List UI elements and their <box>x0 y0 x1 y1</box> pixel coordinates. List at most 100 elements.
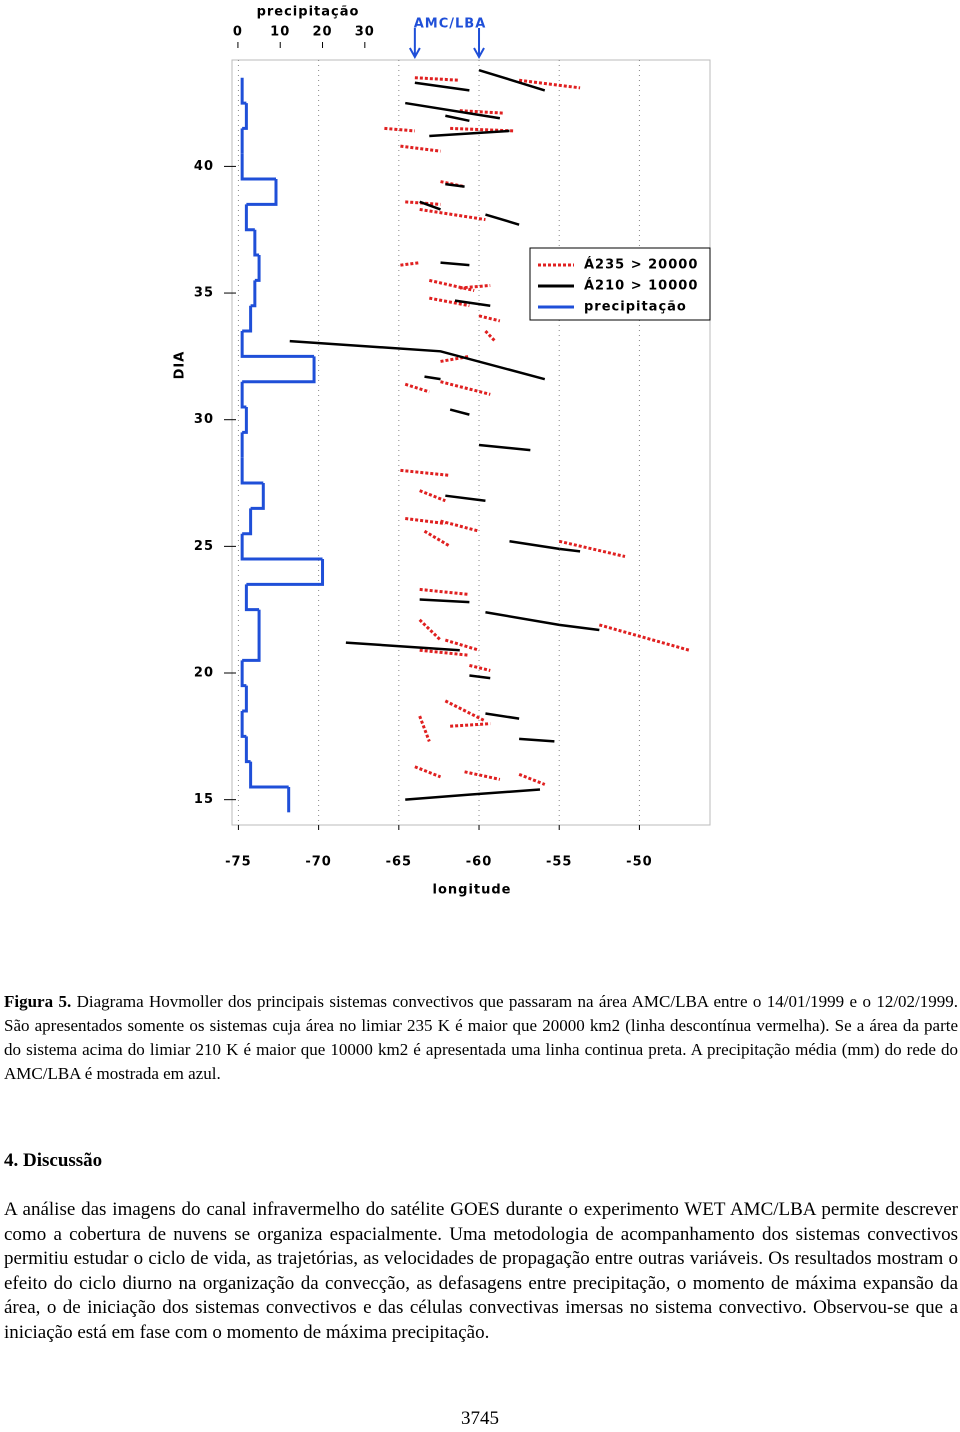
track <box>419 648 470 657</box>
track <box>598 623 690 652</box>
plot-frame <box>231 59 711 826</box>
track <box>400 144 441 153</box>
precip-step <box>244 736 251 764</box>
track <box>440 519 480 533</box>
y-tick-label: 40 <box>194 159 214 174</box>
track <box>485 213 520 226</box>
precip-step <box>242 305 253 333</box>
track <box>509 540 560 551</box>
track <box>440 380 491 396</box>
x-tick-label: -65 <box>386 855 413 870</box>
y-tick-label: 25 <box>194 539 214 554</box>
x-tick-label: -50 <box>626 855 653 870</box>
precip-step <box>242 508 253 536</box>
precip-step <box>240 381 247 409</box>
precip-step <box>240 331 315 358</box>
page-number: 3745 <box>461 1408 499 1429</box>
track <box>478 68 546 92</box>
y-tick-label: 30 <box>194 412 214 427</box>
precip-step <box>250 280 257 308</box>
track <box>469 663 491 672</box>
track <box>404 382 430 394</box>
track <box>559 547 581 553</box>
precip-step <box>240 77 247 105</box>
x-tick-label: -75 <box>225 855 252 870</box>
track <box>423 529 451 548</box>
caption-label: Figura 5. <box>4 992 72 1011</box>
precip-step <box>244 584 260 612</box>
track <box>400 261 420 267</box>
track <box>444 638 480 652</box>
track <box>440 261 470 267</box>
track <box>459 283 491 290</box>
track <box>400 468 451 477</box>
legend-label: Á235 > 20000 <box>584 257 698 273</box>
track <box>454 299 491 307</box>
top-tick-label: 30 <box>355 25 375 40</box>
precip-step <box>242 407 248 434</box>
track <box>405 101 501 120</box>
precip-step <box>240 457 264 485</box>
annotation-arrow <box>408 28 421 60</box>
track <box>518 78 581 90</box>
precip-step <box>253 229 260 257</box>
annotation-arrow <box>473 28 485 60</box>
top-tick-label: 10 <box>270 25 290 40</box>
track <box>429 296 470 308</box>
top-axis-label: precipitação <box>257 5 360 20</box>
precip-step <box>240 660 247 688</box>
track <box>418 618 442 642</box>
track <box>414 765 442 779</box>
track <box>418 715 431 742</box>
track <box>419 587 470 596</box>
track <box>485 610 600 632</box>
track <box>429 129 510 138</box>
precip-step <box>242 685 248 713</box>
x-tick-label: -55 <box>546 855 573 870</box>
precip-step <box>254 255 261 282</box>
track <box>405 517 446 526</box>
track <box>445 494 486 503</box>
track <box>464 770 501 781</box>
precip-step <box>242 635 261 662</box>
track <box>478 443 531 452</box>
track <box>444 699 487 723</box>
precip-step <box>242 103 248 130</box>
track <box>414 81 470 92</box>
precip-step <box>249 761 289 789</box>
track <box>518 772 546 786</box>
y-tick-label: 15 <box>194 792 214 807</box>
precip-step <box>240 711 247 738</box>
track <box>289 339 546 381</box>
track <box>445 114 470 123</box>
track <box>459 109 505 115</box>
track <box>469 674 491 680</box>
precip-step <box>240 533 323 561</box>
track <box>484 330 497 343</box>
track <box>419 489 446 503</box>
track <box>428 278 475 292</box>
top-tick-label: 0 <box>233 25 243 40</box>
track <box>558 539 626 558</box>
section-heading: 4. Discussão <box>4 1150 103 1171</box>
precip-step <box>242 356 316 384</box>
track <box>419 200 441 211</box>
track <box>419 598 470 604</box>
track <box>424 375 441 381</box>
track <box>450 126 515 133</box>
precip-step <box>250 483 265 510</box>
paragraph: A análise das imagens do canal infraverm… <box>4 1199 958 1343</box>
y-axis-label: DIA <box>173 351 188 380</box>
precip-step <box>244 204 255 232</box>
figure: precipitação AMC/LBA longitude DIA -75 -7… <box>173 5 711 898</box>
legend-label: Á210 > 10000 <box>584 278 698 294</box>
caption: Figura 5. Diagrama Hovmoller dos princip… <box>4 990 958 1086</box>
track <box>478 314 501 323</box>
annotation: AMC/LBA <box>414 17 487 32</box>
caption-text: Diagrama Hovmoller dos principais sistem… <box>4 992 959 1083</box>
precip-step <box>240 153 276 181</box>
precip-step <box>246 179 278 206</box>
track <box>450 722 491 728</box>
track <box>345 641 460 652</box>
